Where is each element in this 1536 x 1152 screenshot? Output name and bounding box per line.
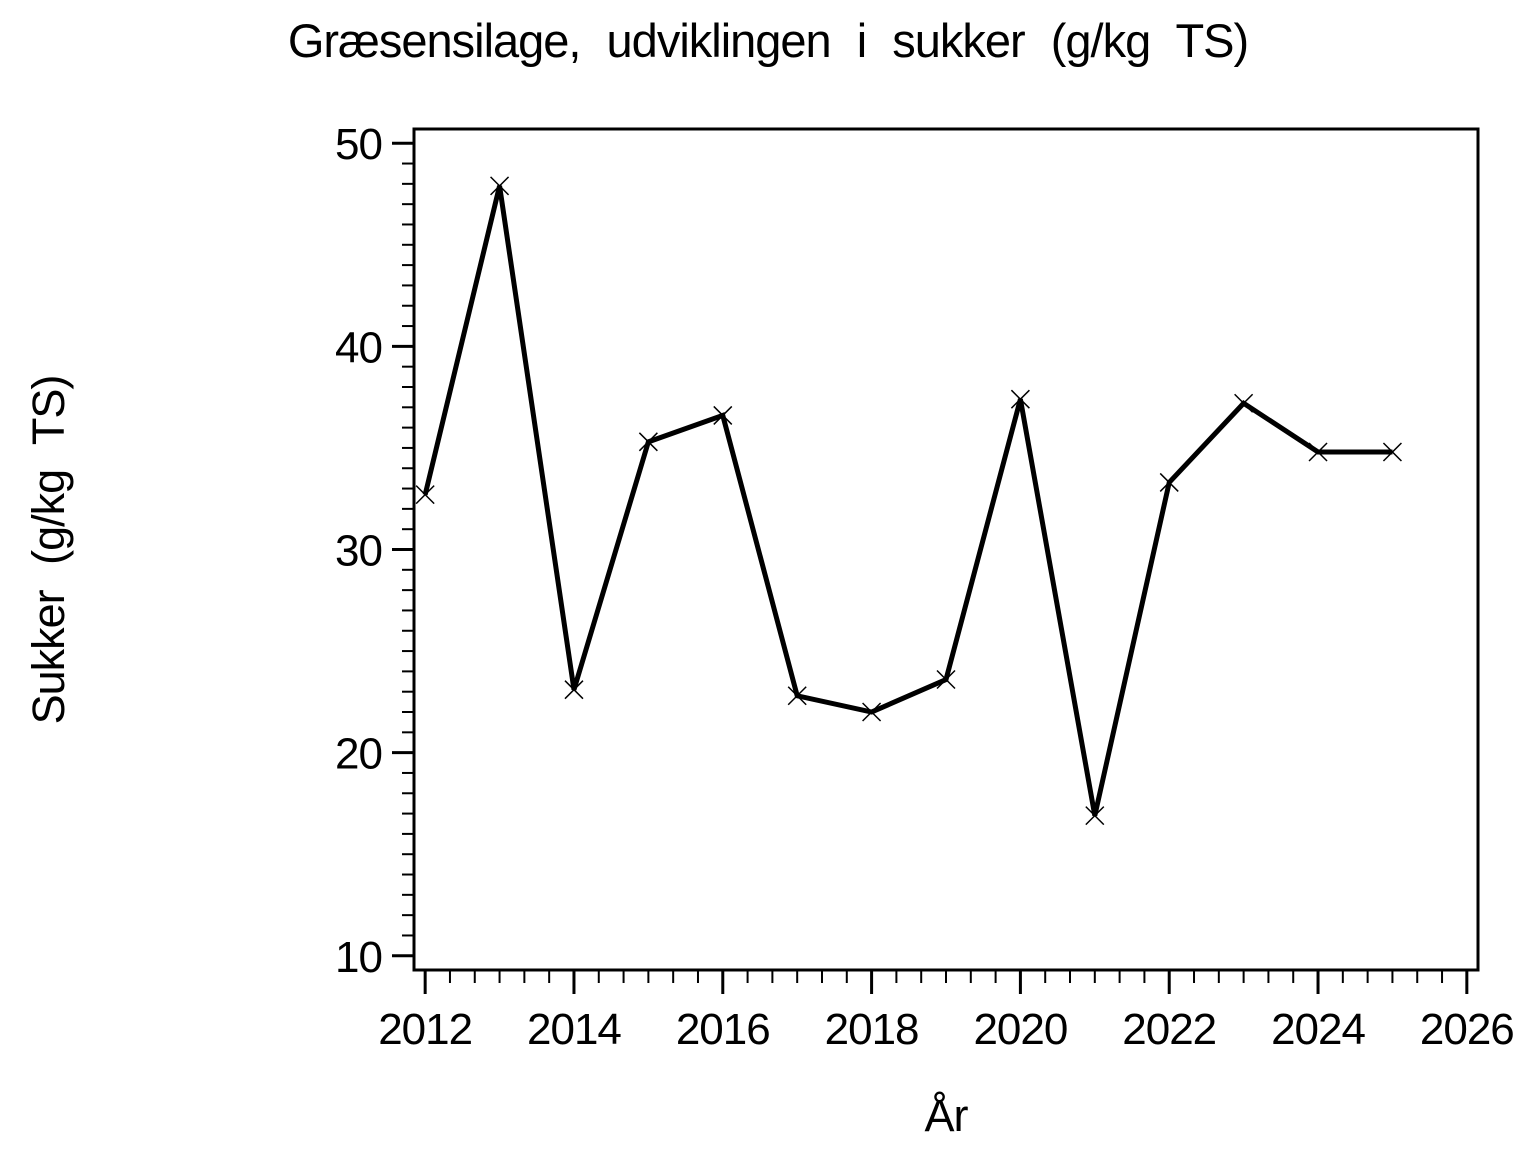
x-axis-tick-label: 2020 <box>973 1005 1067 1054</box>
y-axis-tick-label: 30 <box>335 527 382 576</box>
marker-stroke <box>713 405 733 425</box>
data-point-marker <box>415 485 435 505</box>
data-point-marker <box>638 432 658 452</box>
marker-stroke <box>862 702 882 722</box>
y-axis-tick-label: 20 <box>335 730 382 779</box>
x-axis-tick-label: 2016 <box>676 1005 770 1054</box>
x-axis-label: År <box>925 1090 969 1141</box>
axes-layer: 2012 2014 2016 2018 2020 2022 2024 2026 10 20 30 40… <box>335 120 1515 1054</box>
marker-stroke <box>1382 442 1402 462</box>
x-axis-tick-label: 2026 <box>1420 1005 1514 1054</box>
data-point-marker <box>1308 442 1328 462</box>
data-point-marker <box>1234 393 1254 413</box>
data-point-marker <box>862 702 882 722</box>
marker-stroke <box>564 680 584 700</box>
marker-stroke <box>415 485 435 505</box>
data-point-marker <box>1085 806 1105 826</box>
y-axis-label: Sukker (g/kg TS) <box>23 376 74 725</box>
y-axis-tick-label: 50 <box>335 120 382 169</box>
data-line <box>422 185 1393 817</box>
data-point-marker <box>490 176 510 196</box>
x-axis-tick-label: 2022 <box>1122 1005 1216 1054</box>
marker-stroke <box>936 669 956 690</box>
y-axis-tick-label: 40 <box>335 323 382 372</box>
x-axis-tick-label: 2018 <box>825 1005 919 1054</box>
data-point-marker <box>1382 442 1402 462</box>
chart-title: Græsensilage, udviklingen i sukker (g/kg… <box>288 14 1248 67</box>
marker-stroke <box>1085 806 1105 826</box>
marker-stroke <box>1159 472 1179 492</box>
data-point-marker <box>1010 389 1030 409</box>
x-axis-tick-label: 2012 <box>378 1005 472 1054</box>
data-point-marker <box>787 686 807 706</box>
marker-stroke <box>1234 393 1254 413</box>
x-axis-tick-label: 2014 <box>527 1005 621 1054</box>
marker-stroke <box>1308 442 1328 462</box>
y-axis-tick-label: 10 <box>335 933 382 982</box>
x-axis-tick-label: 2024 <box>1271 1005 1365 1054</box>
data-point-marker <box>564 680 584 700</box>
marker-stroke <box>787 686 807 706</box>
marker-stroke <box>1010 389 1030 409</box>
series-layer <box>415 176 1402 826</box>
data-point-marker <box>1159 472 1179 492</box>
plot-frame <box>412 127 1480 972</box>
data-point-marker <box>713 405 733 425</box>
marker-stroke <box>638 432 658 452</box>
data-point-marker <box>936 669 956 690</box>
marker-stroke <box>490 176 510 196</box>
